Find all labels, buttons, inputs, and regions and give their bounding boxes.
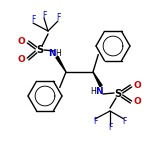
- Text: O: O: [17, 36, 25, 46]
- Text: F: F: [108, 124, 112, 132]
- Polygon shape: [56, 56, 66, 72]
- Text: F: F: [122, 118, 126, 126]
- Text: S: S: [114, 89, 122, 99]
- Text: F: F: [31, 16, 35, 24]
- Text: F: F: [42, 11, 46, 19]
- Text: H: H: [55, 49, 61, 57]
- Text: S: S: [36, 45, 43, 55]
- Text: F: F: [93, 118, 97, 126]
- Text: N: N: [95, 87, 103, 95]
- Text: O: O: [133, 97, 141, 107]
- Text: H: H: [90, 87, 96, 95]
- Text: O: O: [133, 82, 141, 90]
- Text: N: N: [48, 49, 56, 57]
- Text: O: O: [17, 55, 25, 65]
- Polygon shape: [93, 72, 102, 87]
- Text: F: F: [56, 14, 60, 22]
